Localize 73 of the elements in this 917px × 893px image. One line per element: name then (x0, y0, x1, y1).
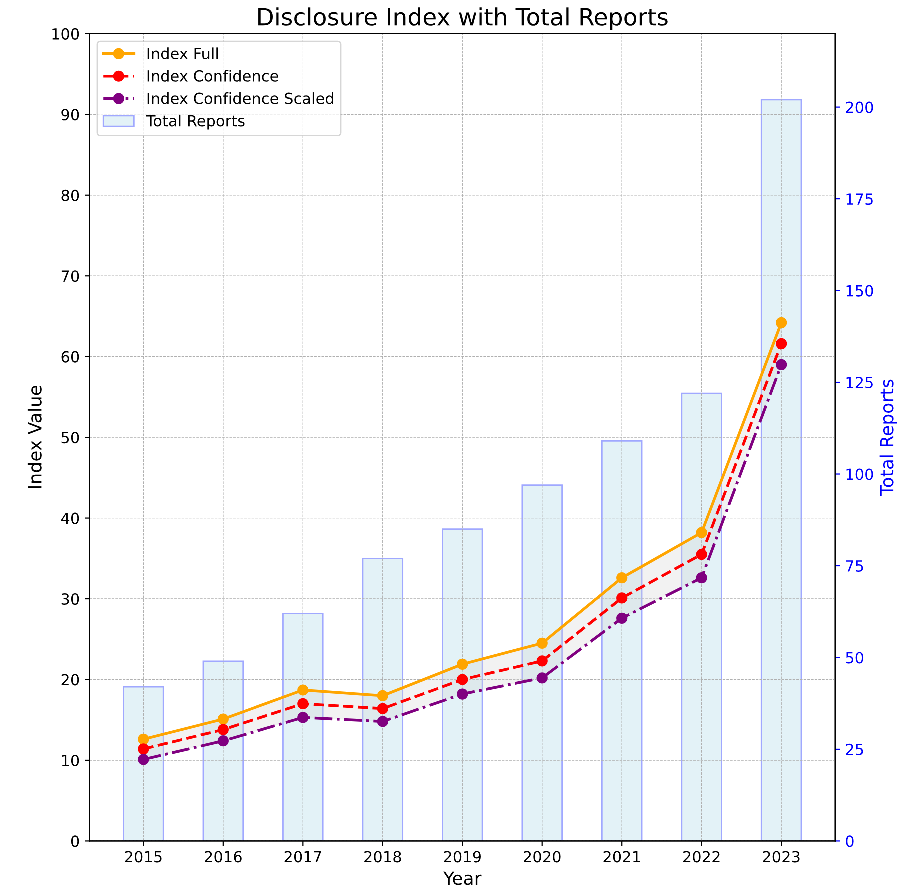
y-tick-label: 20 (62, 674, 80, 686)
y2-tick-label: 25 (846, 744, 864, 756)
point (377, 716, 388, 728)
legend-label: Total Reports (146, 114, 245, 130)
point (218, 714, 229, 725)
point (457, 658, 468, 670)
point (696, 549, 708, 560)
y-tick-label: 0 (71, 836, 80, 848)
point (776, 338, 788, 350)
x-axis-title: Year (443, 872, 482, 886)
x-tick-label: 2023 (763, 851, 800, 863)
point (776, 359, 788, 370)
y2-tick-label: 75 (846, 560, 864, 572)
x-tick-label: 2017 (284, 851, 322, 863)
y-tick-label: 70 (62, 270, 80, 282)
bar (282, 613, 324, 842)
x-tick-label: 2015 (125, 851, 162, 863)
y-tick-label: 50 (62, 432, 80, 444)
point (616, 572, 628, 584)
y-tick-label: 100 (52, 28, 80, 40)
y-tick-label: 40 (61, 512, 80, 524)
y2-tick-label: 200 (846, 102, 874, 114)
x-tick-label: 2020 (524, 851, 561, 863)
point (138, 744, 150, 755)
point (298, 698, 309, 710)
y2-tick-label: 175 (846, 194, 873, 206)
y-tick-label: 30 (62, 593, 80, 606)
bar (522, 484, 563, 842)
point (616, 612, 628, 624)
bar (202, 660, 244, 842)
point (138, 754, 150, 766)
chart-title: Disclosure Index with Total Reports (258, 8, 668, 31)
point (298, 684, 309, 696)
x-tick-label: 2018 (364, 851, 402, 863)
point (457, 688, 468, 700)
point (776, 317, 788, 328)
y2-tick-label: 0 (846, 836, 854, 848)
point (536, 638, 548, 649)
y2-tick-label: 150 (846, 285, 874, 297)
legend-label: Index Confidence Scaled (148, 92, 334, 104)
y2-tick-label: 100 (846, 468, 874, 480)
bar (362, 558, 404, 842)
y-tick-label: 10 (62, 754, 80, 766)
y-tick-label: 90 (62, 109, 80, 121)
point (298, 712, 309, 724)
point (536, 672, 548, 684)
y2-tick-label: 50 (846, 652, 864, 664)
bar (442, 528, 484, 842)
point (138, 734, 150, 746)
point (218, 724, 229, 736)
x-tick-label: 2019 (444, 851, 481, 863)
y2-axis-title: Total Reports (880, 380, 898, 496)
point (377, 690, 388, 702)
bar (601, 440, 643, 842)
x-tick-label: 2022 (684, 851, 720, 863)
bar (681, 392, 722, 842)
legend-label: Index Confidence (148, 70, 278, 82)
point (616, 592, 628, 604)
bar (760, 99, 802, 842)
y2-tick-label: 125 (846, 376, 873, 389)
point (696, 527, 708, 538)
point (457, 674, 468, 686)
y-tick-label: 60 (62, 351, 80, 363)
point (218, 736, 229, 747)
y-tick-label: 80 (62, 190, 80, 202)
point (536, 656, 548, 667)
point (377, 703, 388, 714)
y-axis-title: Index Value (28, 386, 42, 488)
legend-label: Index Full (148, 48, 218, 60)
point (696, 572, 708, 584)
x-tick-label: 2021 (604, 851, 640, 863)
bar (123, 686, 164, 842)
x-tick-label: 2016 (205, 851, 242, 863)
